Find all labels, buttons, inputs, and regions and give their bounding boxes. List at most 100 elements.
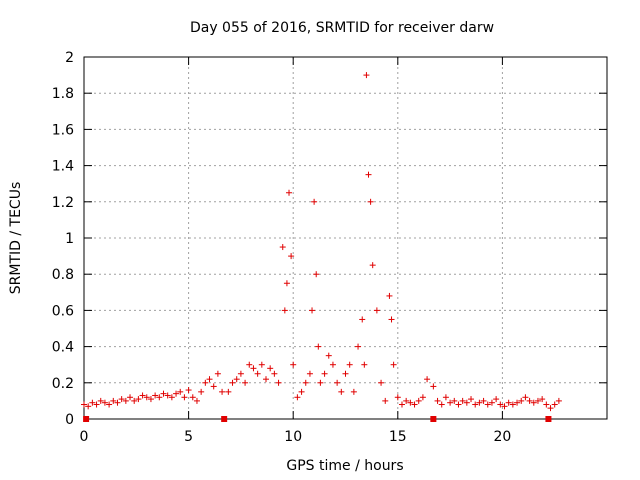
x-tick-label: 0: [80, 429, 89, 445]
data-point: [501, 403, 508, 410]
data-point: [110, 397, 117, 404]
data-point: [298, 388, 305, 395]
data-point: [424, 376, 431, 383]
data-point: [369, 262, 376, 269]
data-point: [283, 280, 290, 287]
data-point: [198, 388, 205, 395]
y-tick-label: 2: [65, 50, 74, 66]
data-point: [118, 396, 125, 403]
data-point: [181, 394, 188, 401]
chart-title: Day 055 of 2016, SRMTID for receiver dar…: [190, 20, 494, 36]
data-points: [81, 72, 562, 422]
baseline-marker: [83, 416, 90, 422]
data-point: [135, 396, 142, 403]
data-point: [101, 399, 108, 406]
data-point: [263, 376, 270, 383]
data-point: [459, 397, 466, 404]
data-point: [419, 394, 426, 401]
data-point: [398, 401, 405, 408]
data-point: [311, 198, 318, 205]
data-point: [365, 171, 372, 178]
data-point: [267, 365, 274, 372]
data-point: [219, 388, 226, 395]
data-point: [281, 307, 288, 314]
data-point: [415, 397, 422, 404]
x-tick-label: 15: [389, 429, 407, 445]
data-point: [543, 401, 550, 408]
data-point: [189, 394, 196, 401]
data-point: [539, 396, 546, 403]
data-point: [334, 379, 341, 386]
data-point: [361, 361, 368, 368]
data-point: [89, 399, 96, 406]
data-point: [509, 401, 516, 408]
data-point: [407, 399, 414, 406]
data-point: [497, 401, 504, 408]
data-point: [551, 401, 558, 408]
data-point: [271, 370, 278, 377]
data-point: [484, 401, 491, 408]
data-point: [237, 370, 244, 377]
data-point: [131, 397, 138, 404]
data-point: [373, 307, 380, 314]
data-point: [85, 403, 92, 410]
data-point: [463, 399, 470, 406]
data-point: [522, 394, 529, 401]
data-point: [127, 394, 134, 401]
data-point: [468, 396, 475, 403]
data-point: [390, 361, 397, 368]
data-point: [430, 383, 437, 390]
data-point: [147, 396, 154, 403]
data-point: [306, 370, 313, 377]
data-point: [313, 271, 320, 278]
data-point: [386, 292, 393, 299]
data-point: [518, 397, 525, 404]
data-point: [160, 390, 167, 397]
data-point: [93, 401, 100, 408]
data-point: [246, 361, 253, 368]
y-tick-label: 0: [65, 412, 74, 428]
data-point: [97, 397, 104, 404]
data-point: [202, 379, 209, 386]
data-point: [434, 397, 441, 404]
data-point: [530, 399, 537, 406]
data-point: [442, 394, 449, 401]
data-point: [505, 399, 512, 406]
data-point: [229, 379, 236, 386]
data-point: [164, 392, 171, 399]
data-point: [329, 361, 336, 368]
baseline-marker: [221, 416, 228, 422]
data-point: [325, 352, 332, 359]
data-point: [388, 316, 395, 323]
data-point: [152, 392, 159, 399]
data-point: [254, 370, 261, 377]
data-point: [214, 370, 221, 377]
data-point: [514, 399, 521, 406]
data-point: [493, 396, 500, 403]
y-tick-label: 0.6: [52, 303, 74, 319]
data-point: [526, 397, 533, 404]
data-point: [472, 401, 479, 408]
baseline-marker: [430, 416, 437, 422]
data-point: [210, 383, 217, 390]
data-point: [321, 370, 328, 377]
data-point: [193, 397, 200, 404]
data-point: [455, 401, 462, 408]
data-point: [114, 399, 121, 406]
data-point: [173, 390, 180, 397]
data-point: [342, 370, 349, 377]
data-point: [350, 388, 357, 395]
axis-ticks: 00.20.40.60.811.21.41.61.820 5 10 15 20: [52, 50, 607, 445]
data-point: [143, 394, 150, 401]
data-point: [225, 388, 232, 395]
data-point: [317, 379, 324, 386]
data-point: [315, 343, 322, 350]
data-point: [242, 379, 249, 386]
data-point: [168, 394, 175, 401]
x-tick-label: 10: [284, 429, 302, 445]
data-point: [309, 307, 316, 314]
data-point: [106, 401, 113, 408]
data-point: [411, 401, 418, 408]
data-point: [185, 387, 192, 394]
x-tick-label: 20: [493, 429, 511, 445]
